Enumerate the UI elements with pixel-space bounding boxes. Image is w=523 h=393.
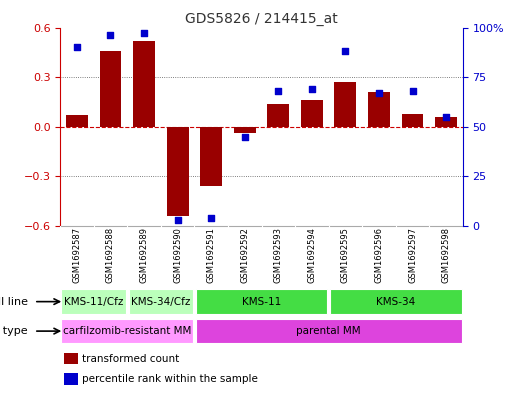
Bar [196, 319, 461, 343]
Point [442, 114, 450, 120]
Bar [66, 115, 88, 127]
Text: KMS-11: KMS-11 [242, 297, 281, 307]
Text: KMS-34/Cfz: KMS-34/Cfz [131, 297, 190, 307]
Text: percentile rank within the sample: percentile rank within the sample [82, 374, 258, 384]
Point [106, 32, 115, 39]
Text: GSM1692593: GSM1692593 [274, 227, 283, 283]
Bar [167, 127, 188, 216]
Bar [62, 289, 126, 314]
Text: carfilzomib-resistant MM: carfilzomib-resistant MM [63, 326, 191, 336]
Bar [200, 127, 222, 186]
Text: transformed count: transformed count [82, 354, 179, 364]
Text: KMS-34: KMS-34 [376, 297, 415, 307]
Bar [64, 353, 78, 364]
Bar [368, 92, 390, 127]
Point [274, 88, 282, 94]
Point [408, 88, 417, 94]
Bar [335, 82, 356, 127]
Bar [64, 373, 78, 385]
Text: parental MM: parental MM [297, 326, 361, 336]
Point [174, 217, 182, 223]
Point [207, 215, 215, 221]
Text: KMS-11/Cfz: KMS-11/Cfz [64, 297, 123, 307]
Text: GSM1692588: GSM1692588 [106, 227, 115, 283]
Bar [62, 319, 193, 343]
Text: GSM1692587: GSM1692587 [72, 227, 82, 283]
Point [73, 44, 81, 50]
Bar [234, 127, 256, 133]
Bar [267, 104, 289, 127]
Bar [133, 41, 155, 127]
Text: GSM1692595: GSM1692595 [341, 227, 350, 283]
Point [308, 86, 316, 92]
Bar [196, 289, 327, 314]
Text: GSM1692592: GSM1692592 [240, 227, 249, 283]
Point [140, 30, 148, 37]
Bar [129, 289, 193, 314]
Text: GSM1692596: GSM1692596 [374, 227, 383, 283]
Text: GSM1692589: GSM1692589 [140, 227, 149, 283]
Text: GSM1692594: GSM1692594 [308, 227, 316, 283]
Text: GSM1692597: GSM1692597 [408, 227, 417, 283]
Bar [99, 51, 121, 127]
Text: cell type: cell type [0, 326, 28, 336]
Bar [435, 117, 457, 127]
Point [341, 48, 349, 55]
Text: cell line: cell line [0, 297, 28, 307]
Bar [301, 100, 323, 127]
Bar [402, 114, 424, 127]
Point [241, 134, 249, 140]
Text: GSM1692591: GSM1692591 [207, 227, 215, 283]
Title: GDS5826 / 214415_at: GDS5826 / 214415_at [185, 13, 338, 26]
Bar [330, 289, 461, 314]
Text: GSM1692590: GSM1692590 [173, 227, 182, 283]
Text: GSM1692598: GSM1692598 [441, 227, 451, 283]
Point [375, 90, 383, 96]
